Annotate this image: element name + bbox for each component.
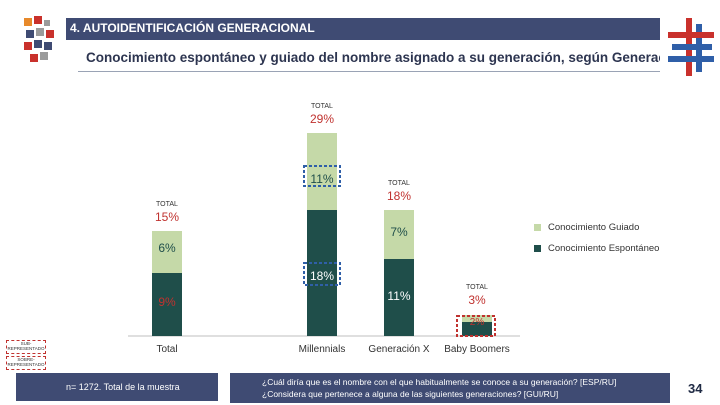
partner-logo <box>668 18 714 76</box>
legend-spontaneous-label: Conocimiento Espontáneo <box>548 243 660 254</box>
category-label: Total <box>156 344 177 355</box>
total-value: 29% <box>310 112 334 126</box>
category-label: Baby Boomers <box>444 344 510 355</box>
total-value: 18% <box>387 189 411 203</box>
bar-guided <box>307 133 337 210</box>
sample-note: n= 1272. Total de la muestra <box>66 382 180 392</box>
company-logo <box>24 16 54 62</box>
total-caption: TOTAL <box>388 180 410 187</box>
question-box <box>230 373 670 403</box>
value-label-spontaneous: 9% <box>158 295 176 309</box>
category-label: Generación X <box>368 344 429 355</box>
over-represented-text: SOBRE-REPRESENTADO <box>7 357 45 367</box>
over-represented-note: SOBRE-REPRESENTADO <box>6 356 46 370</box>
chart-subtitle: Conocimiento espontáneo y guiado del nom… <box>78 44 660 72</box>
section-title: 4. AUTOIDENTIFICACIÓN GENERACIONAL <box>70 21 315 35</box>
value-label-spontaneous: 18% <box>310 269 334 283</box>
value-label-spontaneous: 2% <box>470 317 485 328</box>
value-label-guided: 7% <box>390 225 408 239</box>
total-caption: TOTAL <box>156 201 178 208</box>
highlight-guided-millennials <box>303 165 341 187</box>
highlight-baby-boomers <box>456 315 496 337</box>
value-label-spontaneous: 11% <box>387 289 410 303</box>
bar-guided <box>384 210 414 259</box>
value-label-guided: 6% <box>158 241 176 255</box>
highlight-spontaneous-millennials <box>303 262 341 286</box>
value-label-guided: 1% <box>471 326 483 335</box>
category-label: Millennials <box>299 344 346 355</box>
question-line-1: ¿Cuál diría que es el nombre con el que … <box>262 377 617 387</box>
question-line-2: ¿Considera que pertenece a alguna de las… <box>262 389 559 399</box>
bar-guided <box>462 315 492 322</box>
value-label-guided: 11% <box>310 172 333 186</box>
bar-spontaneous <box>462 322 492 336</box>
header-bar <box>66 18 660 40</box>
bar-spontaneous <box>307 210 337 336</box>
page-number: 34 <box>688 381 703 396</box>
total-value: 3% <box>468 293 486 307</box>
bar-spontaneous <box>152 273 182 336</box>
sample-note-box <box>16 373 218 401</box>
sub-represented-text: SUB-REPRESENTADO <box>7 341 45 351</box>
total-caption: TOTAL <box>466 284 488 291</box>
bar-spontaneous <box>384 259 414 336</box>
total-value: 15% <box>155 210 179 224</box>
total-caption: TOTAL <box>311 103 333 110</box>
bar-guided <box>152 231 182 273</box>
legend-spontaneous-swatch <box>534 245 541 252</box>
sub-represented-note: SUB-REPRESENTADO <box>6 340 46 354</box>
legend-guided-swatch <box>534 224 541 231</box>
legend-guided-label: Conocimiento Guiado <box>548 222 640 233</box>
